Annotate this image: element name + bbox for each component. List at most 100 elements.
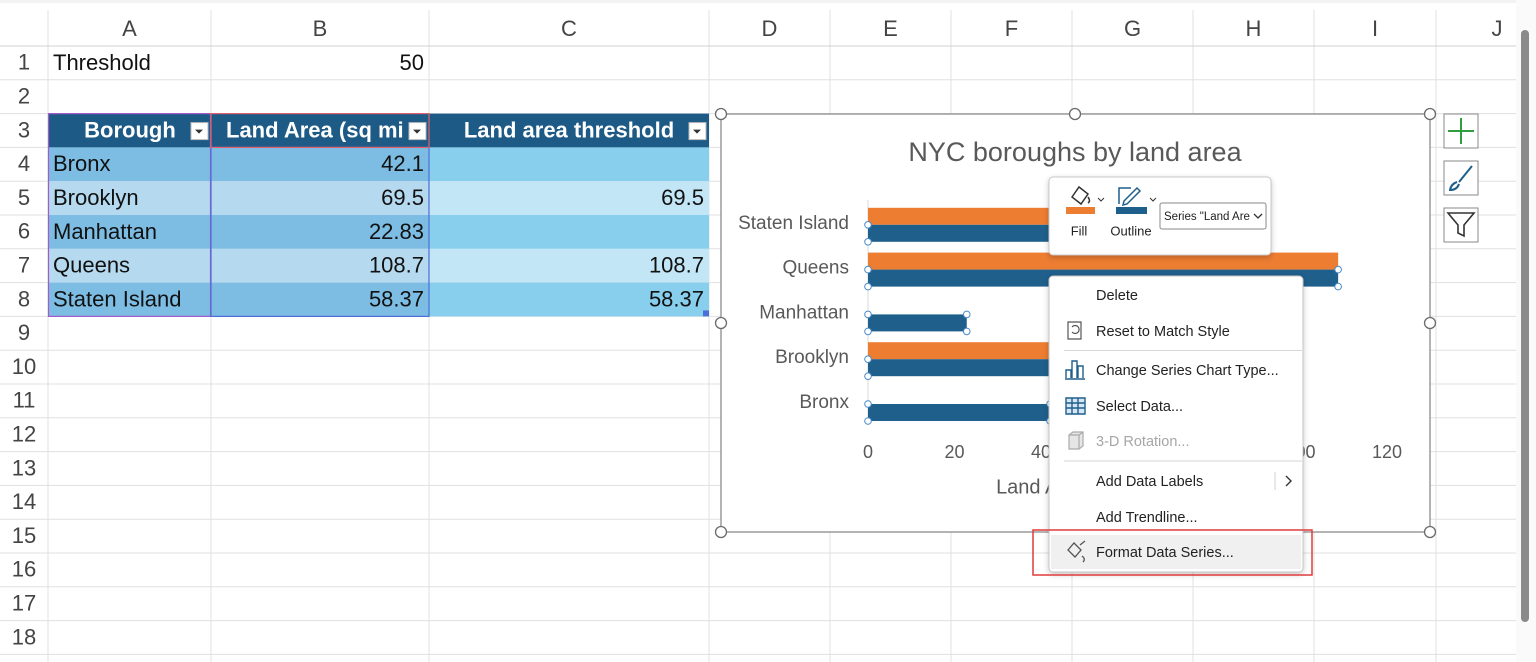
column-letter[interactable]: E [883, 16, 898, 41]
menu-item[interactable]: Format Data Series... [1096, 545, 1234, 561]
category-label[interactable]: Staten Island [738, 213, 849, 234]
dropdown-chevron [1253, 213, 1263, 219]
resize-handle [703, 310, 709, 317]
x-tick-label: 120 [1372, 442, 1402, 462]
series-dropdown-text[interactable]: Series "Land Are [1164, 211, 1250, 223]
table-band-ab [48, 181, 429, 215]
land-area-threshold[interactable]: 69.5 [661, 185, 704, 210]
category-label[interactable]: Brooklyn [775, 347, 849, 368]
column-letter[interactable]: C [561, 16, 577, 41]
row-number[interactable]: 6 [18, 219, 30, 244]
row-number[interactable]: 14 [12, 489, 36, 514]
bar[interactable] [868, 314, 967, 332]
table-header[interactable]: Land Area (sq mi [226, 117, 404, 142]
chart-resize-handle[interactable] [714, 525, 728, 539]
menu-item[interactable]: Delete [1096, 288, 1138, 304]
row-number[interactable]: 2 [18, 84, 30, 109]
row-number[interactable]: 16 [12, 557, 36, 582]
table-band-c [429, 181, 709, 215]
cells: Threshold 50 [53, 50, 424, 75]
dropdown-chevron[interactable] [1149, 197, 1157, 202]
bar-selection-handle [864, 265, 872, 274]
column-header-bar [0, 0, 1536, 46]
chart-title[interactable]: NYC boroughs by land area [908, 137, 1242, 167]
borough-name[interactable]: Brooklyn [53, 185, 139, 210]
series-dropdown[interactable] [1159, 202, 1267, 230]
borough-name[interactable]: Queens [53, 253, 130, 278]
land-area[interactable]: 22.83 [369, 219, 424, 244]
bar-selection-handle [1334, 265, 1342, 274]
row-number[interactable]: 8 [18, 286, 30, 311]
threshold-label[interactable]: Threshold [53, 50, 151, 75]
row-number[interactable]: 12 [12, 422, 36, 447]
row-number[interactable]: 7 [18, 253, 30, 278]
row-number[interactable]: 5 [18, 185, 30, 210]
row-number[interactable]: 9 [18, 320, 30, 345]
bar[interactable] [868, 404, 1051, 421]
table-band-c [429, 215, 709, 249]
land-area[interactable]: 108.7 [369, 253, 424, 278]
chart-resize-handle[interactable] [1068, 107, 1082, 121]
dropdown-chevron[interactable] [1097, 197, 1105, 202]
row-number[interactable]: 10 [12, 354, 36, 379]
borough-name[interactable]: Bronx [53, 151, 110, 176]
category-label[interactable]: Bronx [799, 392, 849, 413]
fill-button-label[interactable]: Fill [1071, 223, 1088, 238]
bar-selection-handle [864, 310, 872, 319]
row-number[interactable]: 15 [12, 523, 36, 548]
row-number[interactable]: 18 [12, 624, 36, 649]
menu-item[interactable]: Add Data Labels [1096, 474, 1203, 490]
row-number[interactable]: 11 [13, 388, 36, 413]
borough-name[interactable]: Staten Island [53, 286, 181, 311]
table-band-ab [48, 215, 429, 249]
bar-selection-handle [864, 221, 872, 229]
land-area-threshold[interactable]: 58.37 [649, 286, 704, 311]
table-header-row [48, 113, 709, 148]
column-letter[interactable]: B [313, 16, 328, 41]
borough-name[interactable]: Manhattan [53, 219, 157, 244]
land-area[interactable]: 69.5 [381, 185, 424, 210]
menu-item[interactable]: Select Data... [1096, 399, 1183, 415]
row-number[interactable]: 3 [18, 117, 30, 142]
outline-button-label[interactable]: Outline [1110, 223, 1151, 238]
bar-selection-handle [962, 327, 971, 336]
table-header[interactable]: Land area threshold [464, 117, 674, 142]
fill-icon[interactable] [1070, 185, 1091, 206]
chart-resize-handle[interactable] [1423, 316, 1437, 330]
row-number[interactable]: 13 [12, 455, 36, 480]
menu-item[interactable]: Add Trendline... [1096, 510, 1198, 526]
bar-selection-handle [864, 417, 872, 425]
scrollbar-thumb[interactable] [1521, 30, 1529, 622]
land-area[interactable]: 58.37 [369, 286, 424, 311]
bar[interactable] [868, 252, 1339, 270]
table-band-ab [48, 282, 429, 317]
land-area[interactable]: 42.1 [381, 151, 424, 176]
column-letter[interactable]: A [122, 16, 137, 41]
menu-item[interactable]: Change Series Chart Type... [1096, 363, 1279, 379]
outline-icon[interactable] [1118, 186, 1142, 207]
row-number[interactable]: 17 [12, 591, 36, 616]
column-letter[interactable]: G [1124, 16, 1141, 41]
column-letter[interactable]: D [762, 16, 778, 41]
land-area-threshold[interactable]: 108.7 [649, 253, 704, 278]
chart-resize-handle[interactable] [1423, 107, 1437, 121]
chart-resize-handle[interactable] [1423, 525, 1437, 539]
threshold-value[interactable]: 50 [400, 50, 424, 75]
column-letter[interactable]: F [1005, 16, 1018, 41]
column-letter[interactable]: H [1246, 16, 1262, 41]
category-label[interactable]: Queens [782, 258, 849, 279]
chart-resize-handle[interactable] [714, 107, 728, 121]
row-number[interactable]: 1 [18, 50, 30, 75]
row-number[interactable]: 4 [18, 151, 30, 176]
table-header[interactable]: Borough [84, 117, 176, 142]
category-label[interactable]: Manhattan [759, 302, 849, 323]
bar-selection-handle [864, 327, 872, 336]
column-letter[interactable]: I [1372, 16, 1378, 41]
menu-item[interactable]: Reset to Match Style [1096, 324, 1230, 340]
menu-panel [1048, 275, 1304, 573]
chart-resize-handle[interactable] [714, 316, 728, 330]
submenu-arrow[interactable] [1285, 475, 1292, 487]
bar-selection-handle [864, 238, 872, 246]
column-letter[interactable]: J [1492, 16, 1503, 41]
menu-item: 3-D Rotation... [1096, 434, 1190, 450]
